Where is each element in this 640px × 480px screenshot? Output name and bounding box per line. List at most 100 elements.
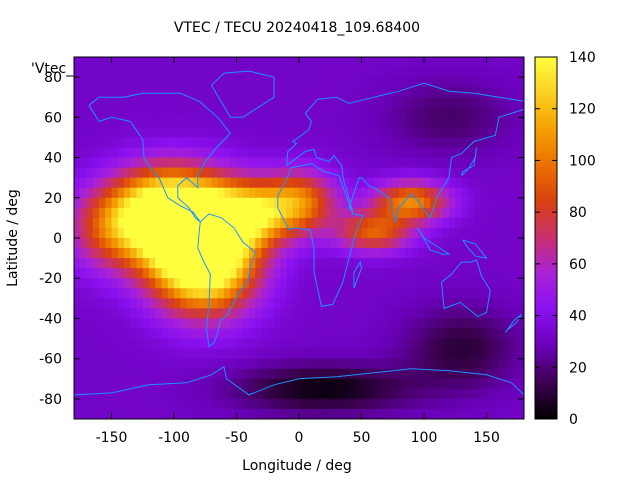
heatmap-cell	[305, 368, 313, 380]
heatmap-cell	[80, 57, 88, 68]
heatmap-cell	[280, 378, 288, 390]
heatmap-cell	[86, 318, 94, 330]
heatmap-cell	[149, 97, 156, 108]
heatmap-cell	[124, 408, 131, 419]
heatmap-cell	[149, 147, 156, 159]
heatmap-cell	[411, 127, 419, 139]
heatmap-cell	[149, 217, 156, 229]
heatmap-cell	[480, 378, 488, 390]
heatmap-cell	[486, 97, 494, 108]
heatmap-cell	[455, 268, 463, 279]
heatmap-cell	[517, 87, 524, 98]
heatmap-cell	[224, 238, 231, 249]
heatmap-cell	[336, 227, 344, 239]
heatmap-cell	[411, 67, 419, 78]
heatmap-cell	[167, 268, 175, 279]
heatmap-cell	[136, 177, 144, 189]
heatmap-cell	[274, 177, 281, 189]
heatmap-cell	[130, 378, 138, 390]
heatmap-cell	[342, 137, 350, 149]
heatmap-cell	[286, 368, 294, 380]
heatmap-cell	[280, 177, 288, 189]
heatmap-cell	[74, 147, 81, 159]
heatmap-cell	[430, 298, 438, 309]
heatmap-cell	[92, 187, 100, 199]
heatmap-cell	[355, 137, 363, 149]
heatmap-cell	[180, 177, 188, 189]
heatmap-cell	[411, 298, 419, 309]
heatmap-cell	[361, 57, 369, 68]
heatmap-cell	[442, 268, 450, 279]
heatmap-cell	[117, 207, 125, 219]
heatmap-cell	[349, 187, 356, 199]
heatmap-cell	[255, 328, 263, 340]
heatmap-cell	[149, 207, 156, 219]
heatmap-cell	[311, 57, 319, 68]
heatmap-cell	[86, 97, 94, 108]
heatmap-cell	[355, 207, 363, 219]
heatmap-cell	[117, 388, 125, 400]
heatmap-cell	[517, 388, 524, 400]
heatmap-cell	[311, 408, 319, 419]
heatmap-cell	[436, 157, 444, 169]
heatmap-cell	[449, 187, 456, 199]
heatmap-cell	[74, 308, 81, 320]
heatmap-cell	[455, 117, 463, 128]
heatmap-cell	[180, 87, 188, 98]
heatmap-cell	[424, 67, 431, 78]
heatmap-cell	[274, 127, 281, 139]
heatmap-cell	[411, 358, 419, 370]
heatmap-cell	[80, 97, 88, 108]
heatmap-cell	[74, 217, 81, 229]
heatmap-cell	[299, 298, 306, 309]
heatmap-cell	[367, 358, 375, 370]
heatmap-cell	[236, 298, 244, 309]
heatmap-cell	[330, 338, 338, 350]
heatmap-cell	[292, 67, 300, 78]
heatmap-cell	[480, 358, 488, 370]
heatmap-cell	[317, 368, 325, 380]
heatmap-cell	[436, 238, 444, 249]
heatmap-cell	[124, 117, 131, 128]
heatmap-cell	[486, 398, 494, 410]
heatmap-cell	[211, 127, 219, 139]
heatmap-cell	[255, 167, 263, 179]
heatmap-cell	[192, 288, 200, 299]
heatmap-cell	[186, 217, 194, 229]
heatmap-cell	[349, 217, 356, 229]
heatmap-cell	[455, 217, 463, 229]
heatmap-cell	[105, 207, 113, 219]
heatmap-cell	[186, 227, 194, 239]
heatmap-cell	[117, 167, 125, 179]
heatmap-cell	[74, 227, 81, 239]
heatmap-cell	[474, 227, 481, 239]
heatmap-cell	[349, 358, 356, 370]
heatmap-cell	[317, 187, 325, 199]
heatmap-cell	[367, 268, 375, 279]
heatmap-cell	[267, 177, 275, 189]
heatmap-cell	[386, 137, 394, 149]
heatmap-cell	[411, 388, 419, 400]
heatmap-cell	[186, 238, 194, 249]
heatmap-cell	[342, 338, 350, 350]
heatmap-cell	[455, 288, 463, 299]
heatmap-cell	[249, 368, 256, 380]
heatmap-cell	[205, 67, 213, 78]
heatmap-cell	[499, 268, 506, 279]
heatmap-cell	[236, 197, 244, 209]
heatmap-cell	[186, 288, 194, 299]
heatmap-cell	[342, 308, 350, 320]
heatmap-cell	[355, 87, 363, 98]
heatmap-cell	[480, 157, 488, 169]
heatmap-cell	[136, 408, 144, 419]
heatmap-cell	[380, 298, 388, 309]
heatmap-cell	[374, 57, 381, 68]
heatmap-cell	[280, 207, 288, 219]
heatmap-cell	[505, 217, 513, 229]
heatmap-cell	[192, 137, 200, 149]
heatmap-cell	[92, 368, 100, 380]
heatmap-cell	[417, 177, 425, 189]
heatmap-cell	[242, 207, 250, 219]
heatmap-cell	[342, 268, 350, 279]
heatmap-cell	[367, 368, 375, 380]
